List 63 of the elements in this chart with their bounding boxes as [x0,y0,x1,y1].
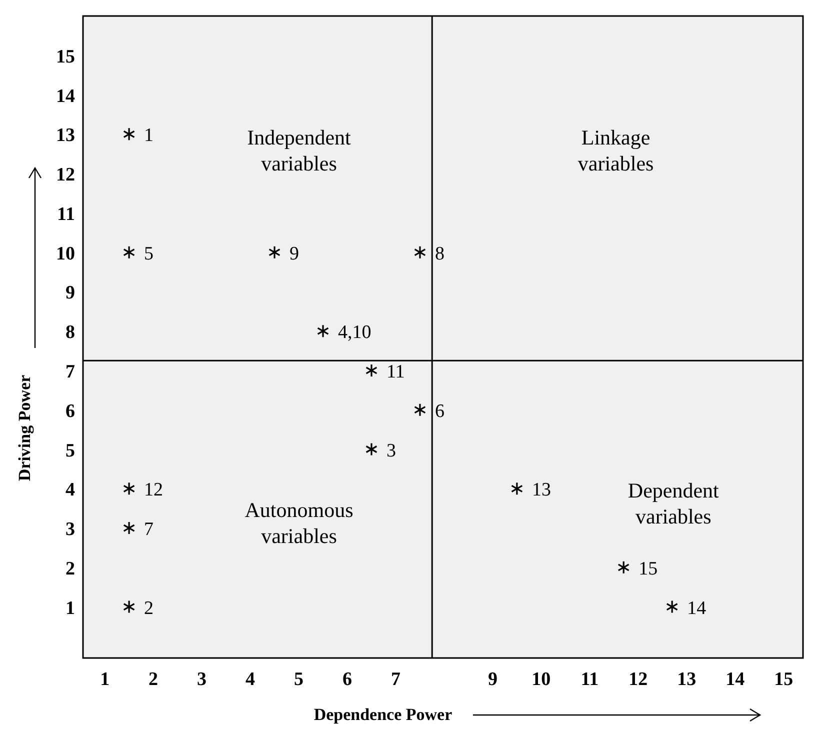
point [365,364,378,378]
point [123,127,136,141]
annotation: Linkage variables [578,125,654,176]
y-tick-label: 1 [66,598,75,619]
annotation: 9 [290,243,300,264]
x-tick-label: 14 [726,669,746,690]
y-tick-label: 6 [66,400,75,422]
y-tick-label: 10 [56,243,75,264]
point [365,442,378,456]
y-tick-label: 11 [57,204,75,225]
x-axis-title: Dependence Power [314,705,453,724]
x-tick-label: 5 [294,669,304,690]
annotation: 12 [144,480,164,501]
point [123,600,136,614]
annotation: 3 [386,440,396,462]
point [666,600,678,614]
annotation: Independent variables [247,125,352,176]
annotation: 2 [144,598,154,619]
annotation: 5 [144,243,154,264]
annotation: 4,10 [338,322,372,344]
point [123,521,136,535]
x-tick-label: 2 [148,669,158,690]
x-tick-label: 3 [197,669,207,690]
annotation: 1 [144,125,154,146]
annotation: 11 [386,361,405,382]
point [123,246,136,260]
point [414,403,426,417]
annotation: Dependent variables [628,478,720,528]
point [317,324,329,338]
y-tick-label: 5 [66,440,75,462]
point [618,560,630,574]
y-tick-label: 12 [56,164,75,186]
x-tick-label: 4 [246,669,256,690]
annotation: 6 [434,400,444,422]
y-tick-label: 14 [56,86,76,107]
annotation: 7 [144,519,154,540]
x-tick-label: 15 [774,669,794,690]
y-tick-label: 4 [66,480,76,501]
y-axis-title: Driving Power [15,374,34,482]
y-tick-label: 9 [66,282,75,304]
annotation: 14 [687,598,707,619]
x-tick-label: 12 [628,669,648,690]
y-tick-label: 8 [66,322,75,344]
x-tick-label: 11 [580,669,599,690]
annotation: 8 [434,243,444,264]
x-tick-label: 9 [488,669,498,690]
x-tick-label: 13 [677,669,696,690]
annotation: 13 [532,480,551,501]
y-tick-label: 7 [66,361,76,382]
point [414,246,426,260]
point [268,246,281,260]
y-tick-label: 3 [66,519,75,540]
point [123,482,136,496]
x-tick-label: 1 [100,669,110,690]
y-tick-label: 15 [56,46,75,68]
y-tick-label: 13 [56,125,75,146]
annotation: 15 [638,558,658,580]
x-tick-label: 6 [342,669,352,690]
annotation: Autonomous variables [244,498,354,548]
point [510,482,523,496]
x-tick-label: 7 [390,669,401,690]
x-tick-label: 10 [532,669,551,690]
y-tick-label: 2 [66,558,75,580]
